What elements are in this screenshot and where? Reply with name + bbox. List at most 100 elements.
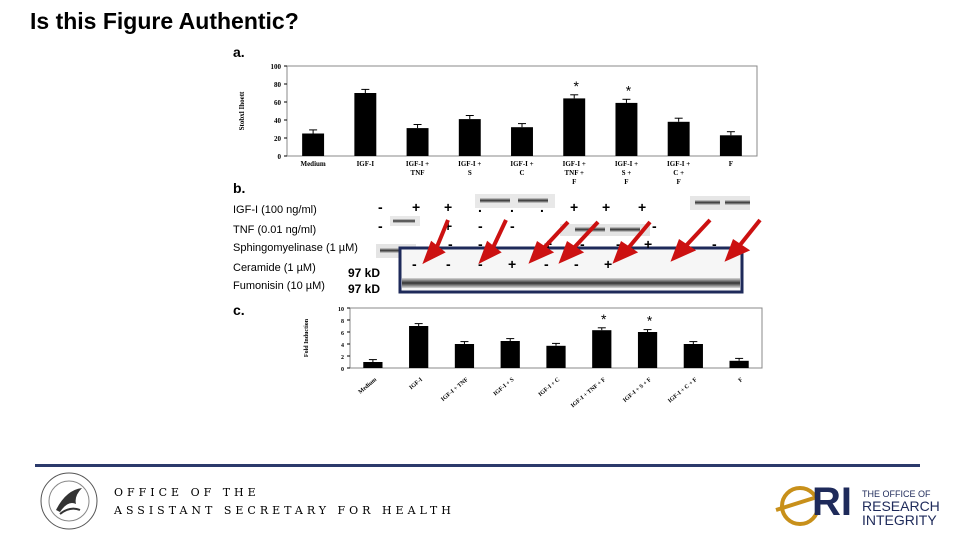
sign-sphingomyelinase: - [580, 236, 585, 252]
sign-tnf: - [378, 218, 383, 234]
sign-ceramide: - [544, 256, 549, 272]
y-tick-label: 80 [274, 81, 282, 89]
category-label: IGF-I + [667, 160, 690, 168]
y-tick-label: 6 [341, 331, 344, 337]
sign-tnf: - [652, 218, 657, 234]
bar [406, 128, 429, 156]
bar [563, 98, 586, 156]
sign-igf: . [478, 199, 482, 215]
chart-c: 10 8 6 4 2 0 Fold Induction Medium IGF-I IGF-I + … [304, 307, 763, 410]
category-label: IGF-I + [615, 160, 638, 168]
bar [546, 345, 566, 368]
category-label: TNF [411, 169, 425, 177]
ori-small-label: THE OFFICE OF [862, 489, 931, 499]
bar [637, 332, 658, 368]
category-label: S [468, 169, 472, 177]
sign-sphingomyelinase: - [478, 236, 483, 252]
panel-label-c: c. [233, 302, 245, 318]
sign-ceramide: - [412, 256, 417, 272]
condition-tnf: TNF (0.01 ng/ml) [233, 224, 317, 236]
bar [511, 127, 533, 156]
category-label: IGF-I [409, 377, 425, 392]
y-tick-label: 100 [271, 63, 282, 71]
slide-title: Is this Figure Authentic? [30, 8, 299, 34]
sign-igf: . [510, 199, 514, 215]
category-label: IGF-I + S + F [622, 377, 653, 404]
condition-fumonisin: Fumonisin (10 µM) [233, 280, 325, 292]
bar [354, 93, 377, 156]
sign-igf: + [444, 199, 453, 215]
condition-igf: IGF-I (100 ng/ml) [233, 204, 317, 216]
sign-ceramide: - [478, 256, 483, 272]
category-label: Medium [358, 377, 378, 396]
y-tick-label: 4 [341, 343, 344, 349]
bar [683, 344, 703, 368]
panel-label-b: b. [233, 180, 246, 196]
kd-label-2: 97 kD [348, 282, 381, 296]
category-label: C + [673, 169, 684, 177]
category-label: F [738, 377, 745, 384]
hhs-seal-icon [40, 472, 98, 530]
red-arrows [422, 218, 762, 265]
y-axis-label: Fold Induction [304, 318, 310, 357]
sign-ceramide: - [574, 256, 579, 272]
category-label: C [519, 169, 524, 177]
significance-star: * [647, 313, 653, 329]
sign-sphingomyelinase: + [644, 236, 653, 252]
sign-sphingomyelinase: - [448, 236, 453, 252]
category-label: IGF-I + C [538, 377, 562, 398]
sign-tnf: - [510, 218, 515, 234]
y-tick-label: 10 [338, 307, 344, 313]
category-label: TNF + [564, 169, 583, 177]
category-label: IGF-I + TNF + F [570, 377, 607, 410]
sign-tnf: - [478, 218, 483, 234]
y-axis-label: Stobxl Ihoett [238, 91, 246, 130]
y-tick-label: 0 [341, 367, 344, 373]
sign-igf: + [638, 199, 647, 215]
sign-igf: . [540, 199, 544, 215]
bar [458, 119, 481, 156]
condition-sphingomyelinase: Sphingomyelinase (1 µM) [233, 242, 358, 254]
category-label: IGF-I + [406, 160, 429, 168]
significance-star: * [626, 82, 632, 98]
kd-label-1: 97 kD [348, 266, 381, 280]
sign-igf: + [602, 199, 611, 215]
sign-sphingomyelinase: - [616, 236, 621, 252]
category-label: IGF-I + [458, 160, 481, 168]
bar [500, 341, 520, 368]
sign-ceramide: + [604, 256, 613, 272]
bar [592, 330, 612, 368]
sign-ceramide: - [446, 256, 451, 272]
sign-igf: + [570, 199, 579, 215]
footer-divider [35, 464, 920, 467]
category-label: IGF-I + [510, 160, 533, 168]
category-label: IGF-I + TNF [440, 377, 470, 403]
y-tick-label: 0 [278, 153, 282, 161]
category-label: Medium [300, 160, 325, 168]
category-label: F [677, 178, 681, 186]
category-label: F [572, 178, 576, 186]
bar [409, 326, 429, 368]
ori-integrity: INTEGRITY [862, 512, 937, 528]
sign-igf: + [412, 199, 421, 215]
y-tick-label: 40 [274, 117, 282, 125]
category-label: F [729, 160, 733, 168]
office-line-1: OFFICE OF THE [114, 486, 260, 499]
y-tick-label: 20 [274, 135, 282, 143]
category-label: F [624, 178, 628, 186]
significance-star: * [573, 78, 579, 94]
bar [615, 102, 638, 156]
ori-logo-icon [775, 486, 820, 526]
y-tick-label: 8 [341, 319, 344, 325]
sign-sphingomyelinase: - [712, 236, 717, 252]
bar [667, 121, 690, 156]
bar [302, 133, 325, 156]
panel-label-a: a. [233, 44, 245, 60]
category-label: S + [622, 169, 632, 177]
ori-research: RESEARCH [862, 498, 940, 514]
y-tick-label: 60 [274, 99, 282, 107]
significance-star: * [601, 311, 607, 327]
bar [363, 362, 383, 368]
category-label: IGF-I [357, 160, 375, 168]
chart-a: 100 80 60 40 20 0 Stobxl Ihoett Medium IGF-I IGF-… [238, 63, 758, 186]
